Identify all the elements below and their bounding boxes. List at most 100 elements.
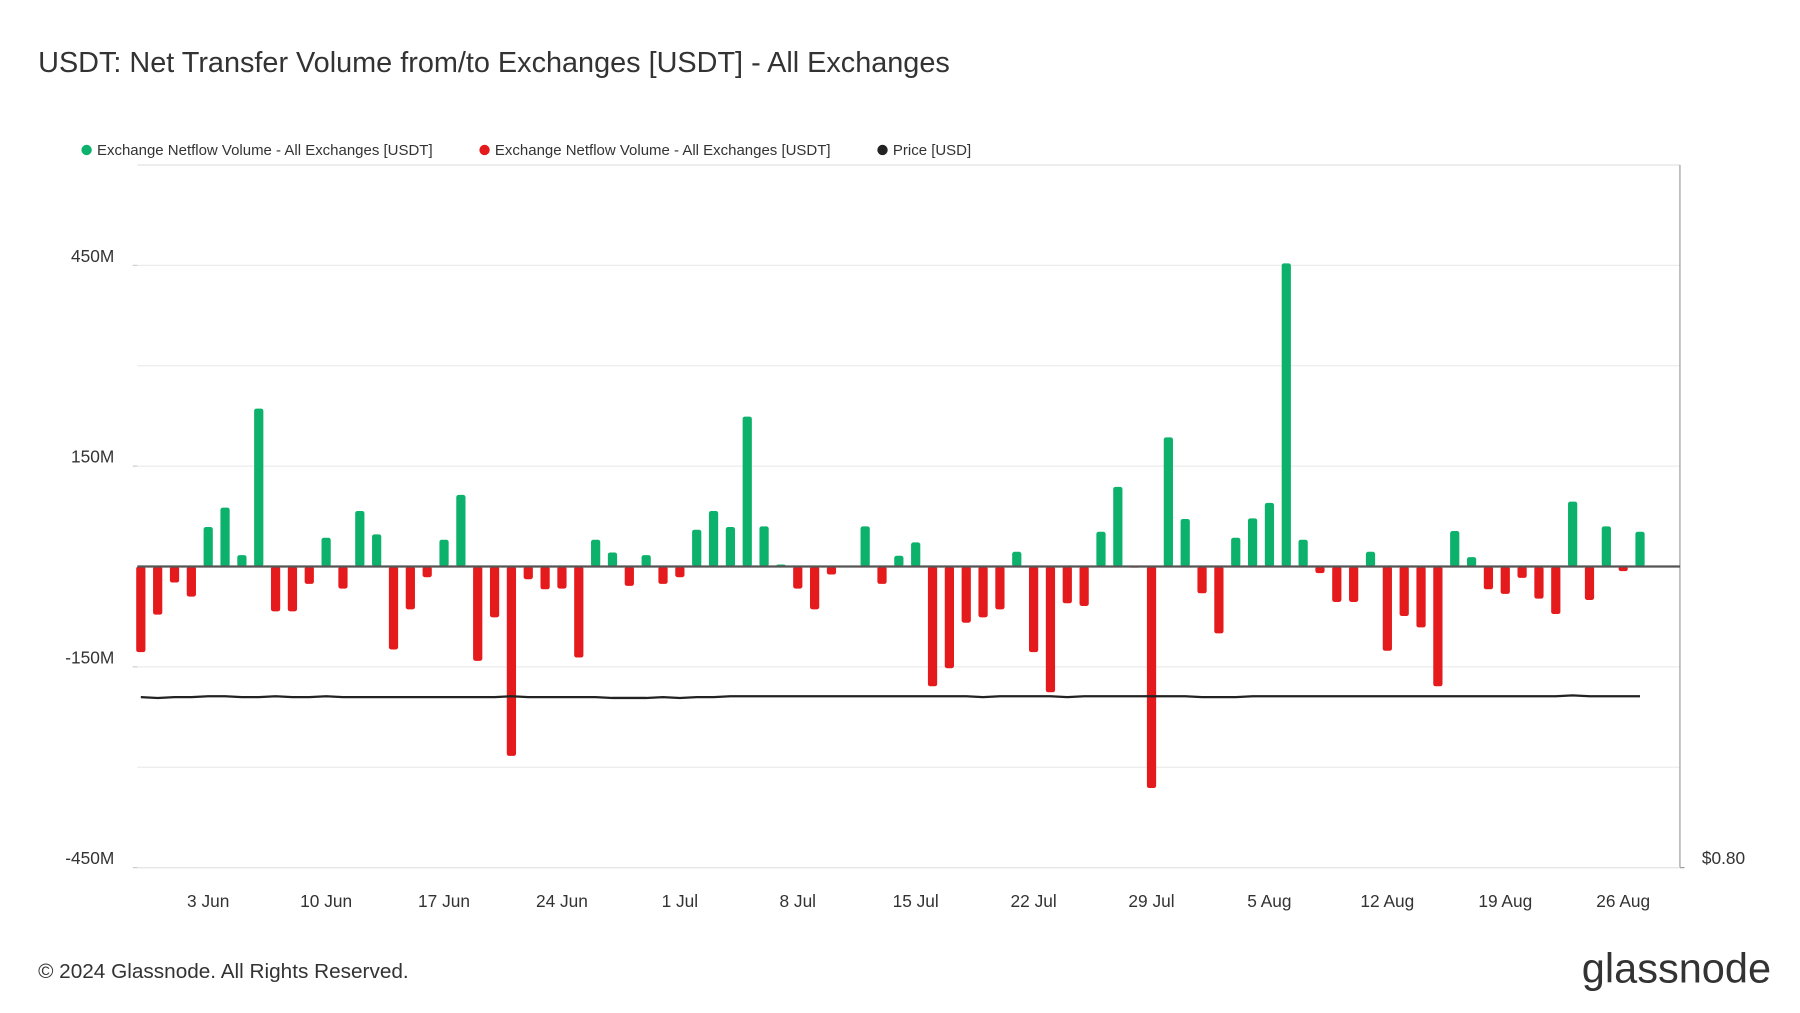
bar	[944, 566, 954, 669]
bar	[1635, 531, 1645, 567]
bar	[675, 566, 685, 578]
bar	[978, 566, 988, 618]
bar	[540, 566, 550, 590]
bar	[388, 566, 399, 650]
legend-label: Exchange Netflow Volume - All Exchanges …	[97, 142, 433, 159]
x-tick-label: 15 Jul	[893, 891, 939, 911]
x-tick-label: 12 Aug	[1360, 891, 1414, 911]
bar	[1264, 502, 1275, 567]
legend-label: Price [USD]	[893, 142, 971, 159]
x-tick-label: 10 Jun	[300, 891, 352, 911]
bar	[270, 566, 281, 612]
bar	[304, 566, 314, 584]
bar	[169, 566, 180, 583]
x-tick-label: 8 Jul	[780, 891, 817, 911]
bar	[961, 566, 971, 623]
bar	[742, 416, 752, 567]
x-tick-label: 3 Jun	[187, 891, 229, 911]
legend-marker	[877, 144, 888, 156]
bar	[186, 566, 196, 597]
bar	[877, 566, 887, 584]
bar	[1466, 557, 1477, 567]
x-tick-label: 17 Jun	[418, 891, 470, 911]
copyright: © 2024 Glassnode. All Rights Reserved.	[38, 960, 409, 983]
bar	[1500, 566, 1510, 594]
bar	[810, 566, 820, 610]
bar	[1568, 501, 1578, 567]
bar	[1180, 518, 1190, 567]
chart-title: USDT: Net Transfer Volume from/to Exchan…	[38, 47, 950, 79]
bar	[708, 510, 719, 567]
bar	[237, 555, 247, 567]
bar	[1618, 566, 1628, 572]
bar	[995, 566, 1005, 610]
bar	[1231, 537, 1241, 567]
bar	[355, 510, 365, 567]
bar	[1281, 263, 1291, 567]
bar	[658, 566, 668, 584]
bar	[439, 539, 449, 567]
bar	[1584, 566, 1595, 600]
legend-marker	[81, 144, 92, 156]
bar	[287, 566, 298, 612]
bar	[1079, 566, 1089, 606]
bar	[220, 507, 230, 567]
bar	[473, 566, 483, 661]
x-tick-label: 22 Jul	[1011, 891, 1057, 911]
bar	[911, 542, 921, 567]
bar	[456, 494, 466, 567]
x-tick-label: 19 Aug	[1478, 891, 1532, 911]
bar	[1197, 566, 1207, 594]
bar	[1517, 566, 1527, 578]
bar	[405, 566, 415, 610]
y-tick-label: -450M	[65, 848, 114, 868]
bar	[1399, 566, 1409, 617]
bar	[1433, 566, 1443, 687]
bar	[624, 566, 634, 586]
bar	[422, 566, 432, 578]
bar	[1096, 531, 1106, 567]
bar	[1416, 566, 1426, 628]
bar	[692, 529, 702, 567]
bar	[1163, 437, 1173, 567]
bar	[1450, 531, 1460, 567]
bar	[557, 566, 567, 589]
x-tick-label: 5 Aug	[1247, 891, 1291, 911]
bar	[860, 526, 870, 567]
bar	[1045, 566, 1056, 693]
x-tick-label: 26 Aug	[1596, 891, 1650, 911]
bar	[203, 527, 213, 567]
bar	[759, 526, 769, 567]
x-tick-label: 29 Jul	[1128, 891, 1174, 911]
bar	[254, 408, 264, 567]
bar	[1349, 566, 1359, 602]
price-line	[140, 694, 1641, 700]
bar	[136, 566, 146, 653]
bar	[338, 566, 348, 589]
bar	[506, 566, 517, 756]
bar	[1214, 566, 1224, 634]
bar	[321, 537, 331, 567]
bar	[793, 566, 803, 589]
bar	[1012, 551, 1022, 567]
bar	[894, 555, 904, 567]
bar	[523, 566, 533, 580]
bar	[1315, 566, 1325, 574]
y-tick-label: 450M	[71, 246, 114, 266]
bar	[725, 527, 736, 567]
bar	[489, 566, 500, 618]
bar	[591, 539, 601, 567]
y2-tick-label: $0.80	[1702, 848, 1745, 868]
y-tick-label: -150M	[65, 647, 114, 667]
bar	[927, 566, 938, 687]
bar	[574, 566, 584, 658]
x-tick-label: 24 Jun	[536, 891, 588, 911]
bar	[1382, 566, 1392, 651]
bar	[607, 552, 618, 567]
bar	[641, 555, 651, 567]
bar	[1332, 566, 1342, 602]
bar	[1247, 518, 1258, 567]
bar	[1365, 551, 1376, 567]
